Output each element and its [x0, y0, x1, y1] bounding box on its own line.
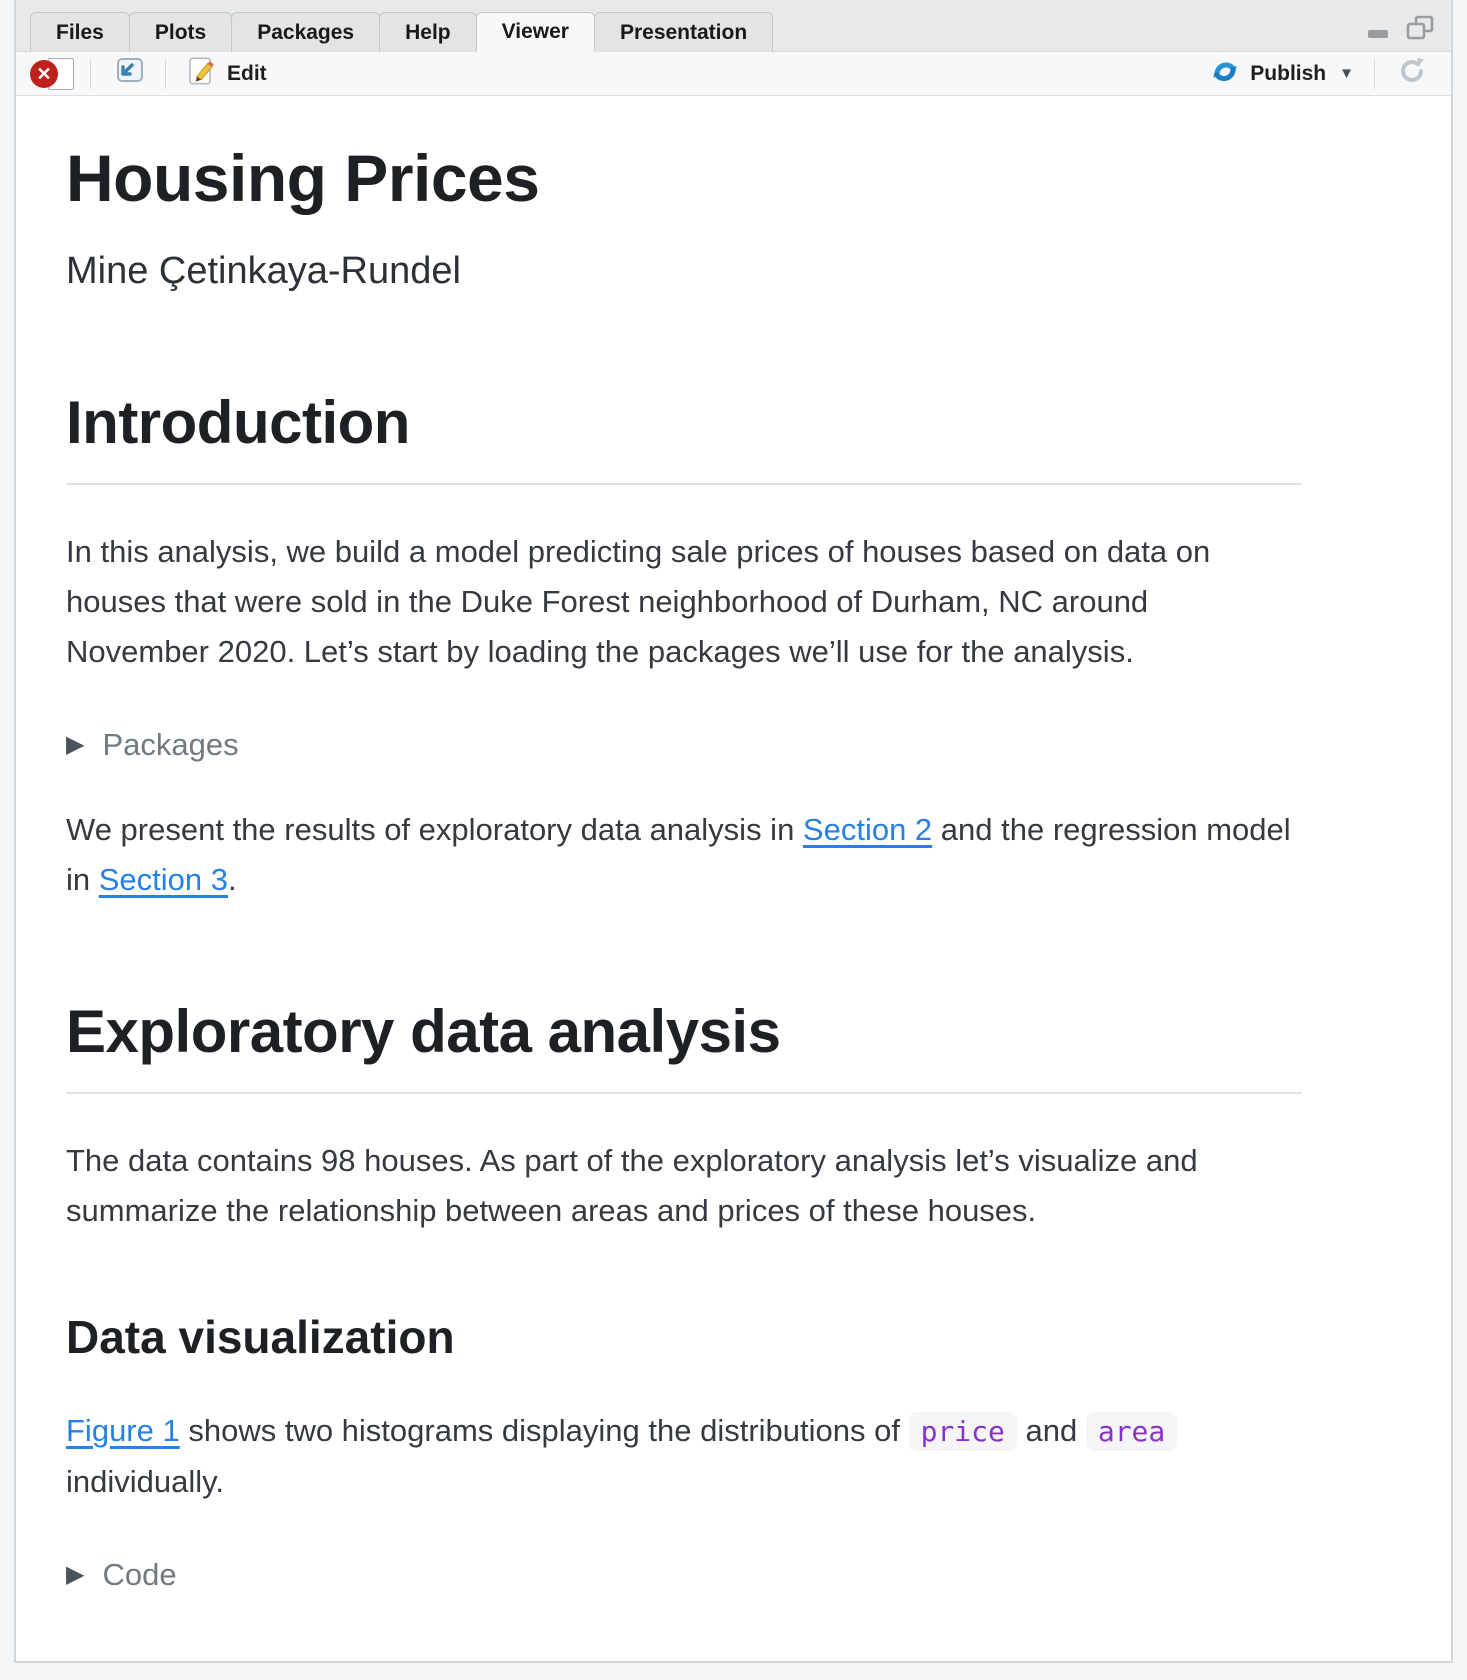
subsection-heading-data-visualization: Data visualization — [66, 1311, 455, 1363]
code-summary-label: Code — [102, 1557, 177, 1592]
publish-button-label: Publish — [1250, 61, 1327, 85]
text-run: . — [228, 862, 237, 897]
toolbar-separator — [165, 58, 166, 89]
toolbar-separator — [1374, 58, 1375, 89]
cross-reference-paragraph: We present the results of exploratory da… — [66, 805, 1298, 905]
tab-presentation[interactable]: Presentation — [593, 12, 774, 52]
tab-viewer[interactable]: Viewer — [475, 12, 595, 52]
figure-reference-paragraph: Figure 1 shows two histograms displaying… — [66, 1406, 1298, 1507]
viewer-content-scroll-area[interactable]: Housing Prices Mine Çetinkaya-Rundel Int… — [16, 96, 1451, 1661]
disclosure-triangle-icon: ▶ — [66, 731, 85, 758]
viewer-toolbar: ✕ — [16, 52, 1451, 96]
eda-paragraph: The data contains 98 houses. As part of … — [66, 1143, 1198, 1228]
tab-label: Help — [405, 20, 451, 44]
section-2-link[interactable]: Section 2 — [802, 812, 933, 847]
section-heading-introduction: Introduction — [66, 388, 1302, 485]
document-title: Housing Prices — [66, 141, 540, 215]
refresh-icon — [1395, 54, 1429, 93]
disclosure-triangle-icon: ▶ — [66, 1561, 85, 1588]
intro-paragraph: In this analysis, we build a model predi… — [66, 534, 1211, 669]
section-3-link[interactable]: Section 3 — [98, 862, 229, 897]
tab-help[interactable]: Help — [379, 12, 477, 52]
toolbar-right-group: Publish ▼ — [1201, 51, 1437, 96]
toolbar-separator — [90, 58, 91, 89]
tab-label: Files — [56, 20, 104, 44]
edit-button-label: Edit — [227, 61, 267, 85]
tab-plots[interactable]: Plots — [128, 12, 233, 52]
viewer-pane: Files Plots Packages Help Viewer Present… — [14, 0, 1453, 1663]
packages-summary-label: Packages — [102, 727, 239, 762]
code-details-summary[interactable]: ▶ Code — [66, 1557, 1301, 1593]
tab-files[interactable]: Files — [30, 12, 130, 52]
clear-viewer-icon: ✕ — [30, 59, 58, 88]
text-run: shows two histograms displaying the dist… — [179, 1413, 909, 1448]
text-run: and — [1016, 1413, 1086, 1448]
open-in-new-window-icon — [111, 55, 145, 92]
text-run: We present the results of exploratory da… — [66, 812, 803, 847]
pane-window-controls — [1365, 15, 1451, 51]
tab-label: Viewer — [501, 20, 569, 43]
text-run: and the regression model in — [66, 812, 1291, 897]
clear-viewer-button[interactable]: ✕ — [30, 56, 78, 92]
open-in-new-window-button[interactable] — [103, 52, 153, 95]
text-run: individually. — [66, 1464, 224, 1499]
publish-dropdown-caret-icon[interactable]: ▼ — [1339, 65, 1354, 82]
publish-button[interactable]: Publish ▼ — [1201, 53, 1362, 94]
tab-label: Packages — [257, 20, 355, 44]
pane-tabbar: Files Plots Packages Help Viewer Present… — [16, 0, 1451, 52]
inline-code-price: price — [908, 1412, 1017, 1451]
edit-pencil-icon — [186, 55, 218, 92]
packages-details-summary[interactable]: ▶ Packages — [66, 727, 1301, 763]
packages-details: ▶ Packages — [66, 727, 1301, 763]
inline-code-area: area — [1085, 1412, 1178, 1451]
publish-icon — [1209, 56, 1241, 91]
section-heading-eda: Exploratory data analysis — [66, 997, 1302, 1094]
edit-button[interactable]: Edit — [178, 52, 275, 95]
rendered-document: Housing Prices Mine Çetinkaya-Rundel Int… — [16, 96, 1302, 1661]
tab-label: Plots — [154, 20, 207, 44]
code-details: ▶ Code — [66, 1557, 1301, 1593]
figure-1-link[interactable]: Figure 1 — [66, 1413, 180, 1448]
document-author: Mine Çetinkaya-Rundel — [66, 250, 461, 292]
maximize-icon[interactable] — [1405, 15, 1435, 41]
tab-label: Presentation — [619, 20, 748, 44]
minimize-icon[interactable] — [1365, 16, 1391, 40]
refresh-button[interactable] — [1387, 51, 1437, 96]
tab-packages[interactable]: Packages — [231, 12, 381, 52]
